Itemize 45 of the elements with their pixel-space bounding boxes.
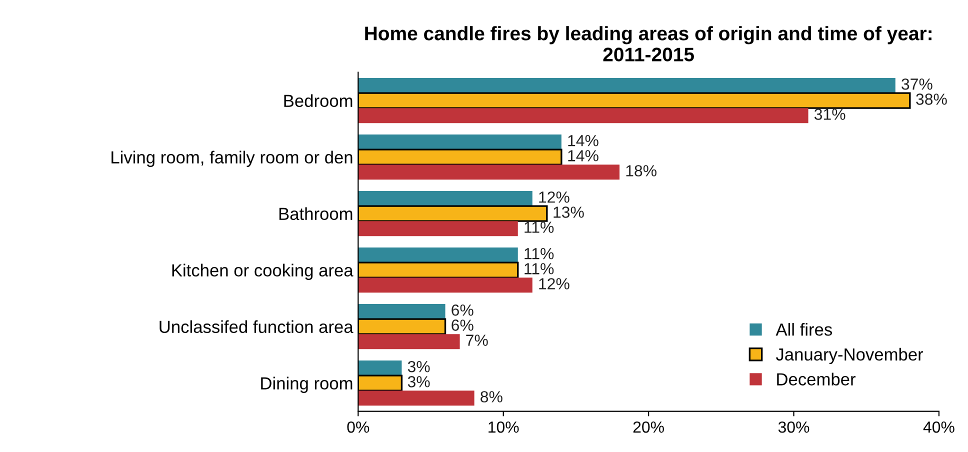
y-tick-label: Living room, family room or den xyxy=(112,150,352,167)
y-tick-label: Kitchen or cooking area xyxy=(172,264,354,280)
x-tick-label: 0% xyxy=(347,421,370,433)
data-label: 18% xyxy=(626,165,656,176)
bar xyxy=(358,247,518,263)
x-tick-label: 30% xyxy=(778,421,810,433)
bar xyxy=(358,108,808,124)
bar xyxy=(358,278,532,293)
bar xyxy=(358,334,460,350)
data-label: 31% xyxy=(814,108,846,120)
legend-label: December xyxy=(777,372,856,386)
data-label: 38% xyxy=(916,94,947,105)
bar xyxy=(358,390,474,406)
data-label: 6% xyxy=(452,320,474,331)
y-tick-label: Dining room xyxy=(261,376,352,393)
bar xyxy=(358,134,562,150)
x-tick-label: 40% xyxy=(923,421,954,433)
chart-title: Home candle fires by leading areas of origin and time of year: 2011-2015 xyxy=(365,26,932,62)
data-label: 13% xyxy=(554,206,584,218)
data-label: 7% xyxy=(466,334,488,346)
legend-label: All fires xyxy=(776,323,832,336)
data-label: 3% xyxy=(408,376,430,388)
bar xyxy=(358,78,896,94)
legend-label: January-November xyxy=(776,348,924,364)
x-tick-label: 20% xyxy=(633,421,664,433)
data-label: 14% xyxy=(568,150,598,162)
bar xyxy=(358,164,620,180)
data-label: 6% xyxy=(452,304,474,316)
y-tick-label: Bedroom xyxy=(284,94,352,108)
data-label: 14% xyxy=(568,135,598,146)
bar xyxy=(358,304,446,320)
data-label: 12% xyxy=(539,278,570,290)
data-label: 11% xyxy=(524,263,554,274)
bar xyxy=(358,190,532,206)
data-label: 11% xyxy=(524,222,554,233)
bar xyxy=(358,360,402,376)
data-label: 12% xyxy=(539,191,570,203)
bar xyxy=(358,221,518,236)
y-tick-label: Unclassifed function area xyxy=(160,320,354,334)
data-label: 8% xyxy=(480,391,502,402)
data-label: 3% xyxy=(408,360,430,372)
data-label: 37% xyxy=(902,78,932,90)
data-label: 11% xyxy=(524,248,554,260)
x-tick-label: 10% xyxy=(488,421,519,433)
y-tick-label: Bathroom xyxy=(279,207,352,220)
